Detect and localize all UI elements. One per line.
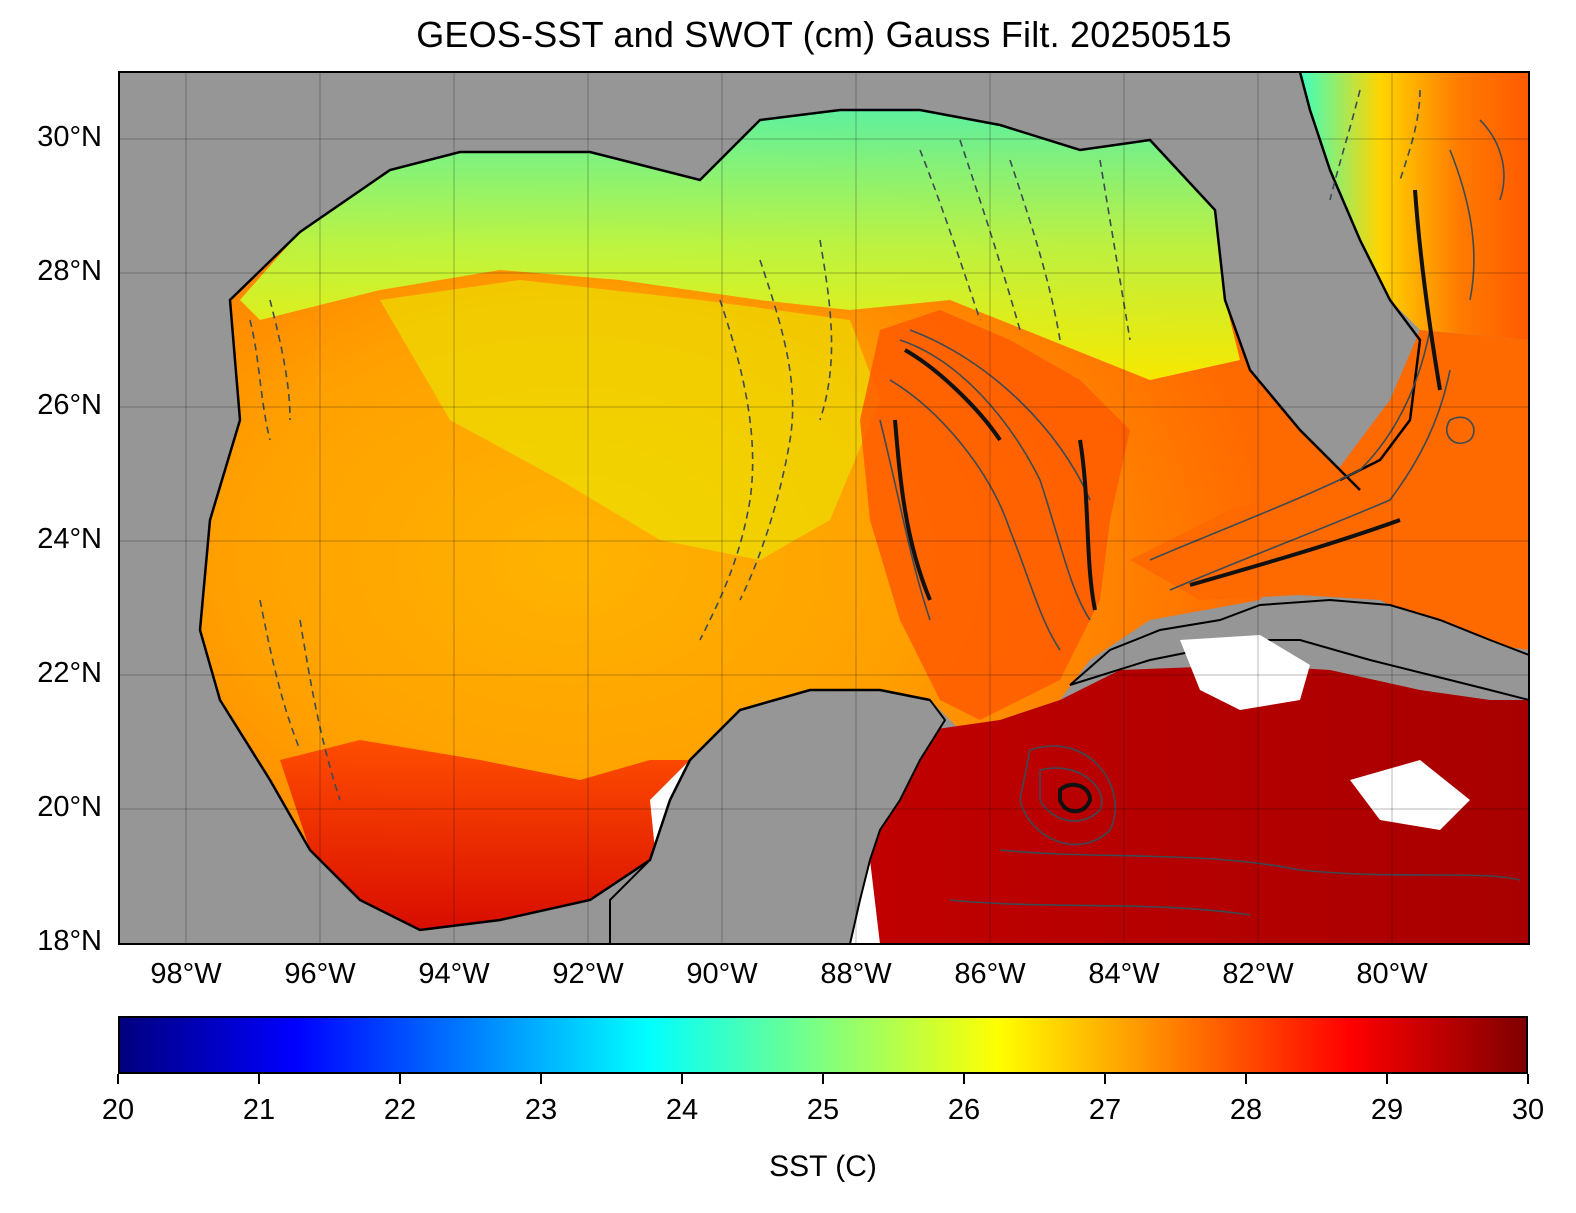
lat-tick-label: 28°N	[37, 255, 102, 287]
no-data-patch	[1180, 635, 1310, 710]
campeche-water	[280, 740, 690, 930]
map-frame	[118, 71, 1530, 945]
colorbar	[118, 1016, 1528, 1074]
sst-map	[118, 71, 1530, 945]
colorbar-tick-label: 29	[1370, 1094, 1404, 1126]
colorbar-tick-mark	[1245, 1074, 1247, 1084]
colorbar-tick-label: 23	[524, 1094, 558, 1126]
solid-contours	[879, 119, 1521, 916]
lon-tick-label: 80°W	[1356, 958, 1428, 990]
northern-shelf-water	[240, 110, 1240, 380]
colorbar-tick-mark	[963, 1074, 965, 1084]
florida-straits-water	[1130, 330, 1529, 650]
lat-tick-label: 26°N	[37, 389, 102, 421]
colorbar-tick-label: 20	[101, 1094, 135, 1126]
colorbar-tick-mark	[399, 1074, 401, 1084]
lat-tick-label: 30°N	[37, 121, 102, 153]
no-data-patch	[1350, 760, 1470, 830]
lat-tick-label: 20°N	[37, 791, 102, 823]
lon-tick-label: 90°W	[686, 958, 758, 990]
colorbar-tick-label: 24	[665, 1094, 699, 1126]
loop-current-water	[860, 310, 1130, 720]
colorbar-tick-label: 21	[242, 1094, 276, 1126]
lon-tick-label: 82°W	[1222, 958, 1294, 990]
colorbar-tick-mark	[1386, 1074, 1388, 1084]
colorbar-tick-mark	[1527, 1074, 1529, 1084]
zero-contours	[893, 189, 1442, 814]
colorbar-tick-mark	[1104, 1074, 1106, 1084]
colorbar-tick-label: 22	[383, 1094, 417, 1126]
lon-tick-label: 86°W	[954, 958, 1026, 990]
lon-tick-label: 98°W	[150, 958, 222, 990]
central-yellow-water	[380, 280, 880, 560]
lon-tick-label: 92°W	[552, 958, 624, 990]
colorbar-tick-label: 30	[1511, 1094, 1545, 1126]
cuba-land	[1069, 598, 1529, 702]
colorbar-tick-mark	[681, 1074, 683, 1084]
coastline	[198, 108, 1361, 932]
lat-tick-label: 24°N	[37, 523, 102, 555]
colorbar-tick-label: 27	[1088, 1094, 1122, 1126]
colorbar-tick-mark	[258, 1074, 260, 1084]
colorbar-label: SST (C)	[769, 1150, 877, 1183]
lon-tick-label: 96°W	[284, 958, 356, 990]
graticule	[119, 72, 1529, 944]
colorbar-tick-mark	[540, 1074, 542, 1084]
lon-tick-label: 94°W	[418, 958, 490, 990]
chart-title: GEOS-SST and SWOT (cm) Gauss Filt. 20250…	[416, 14, 1232, 55]
colorbar-tick-mark	[117, 1074, 119, 1084]
lon-tick-label: 88°W	[820, 958, 892, 990]
colorbar-tick-label: 25	[806, 1094, 840, 1126]
colorbar-tick-label: 26	[947, 1094, 981, 1126]
colorbar-tick-label: 28	[1229, 1094, 1263, 1126]
lat-tick-label: 18°N	[37, 925, 102, 957]
lon-tick-label: 84°W	[1088, 958, 1160, 990]
colorbar-tick-mark	[822, 1074, 824, 1084]
dashed-contours	[249, 89, 1421, 801]
lat-tick-label: 22°N	[37, 657, 102, 689]
florida-coastline	[1298, 72, 1422, 482]
